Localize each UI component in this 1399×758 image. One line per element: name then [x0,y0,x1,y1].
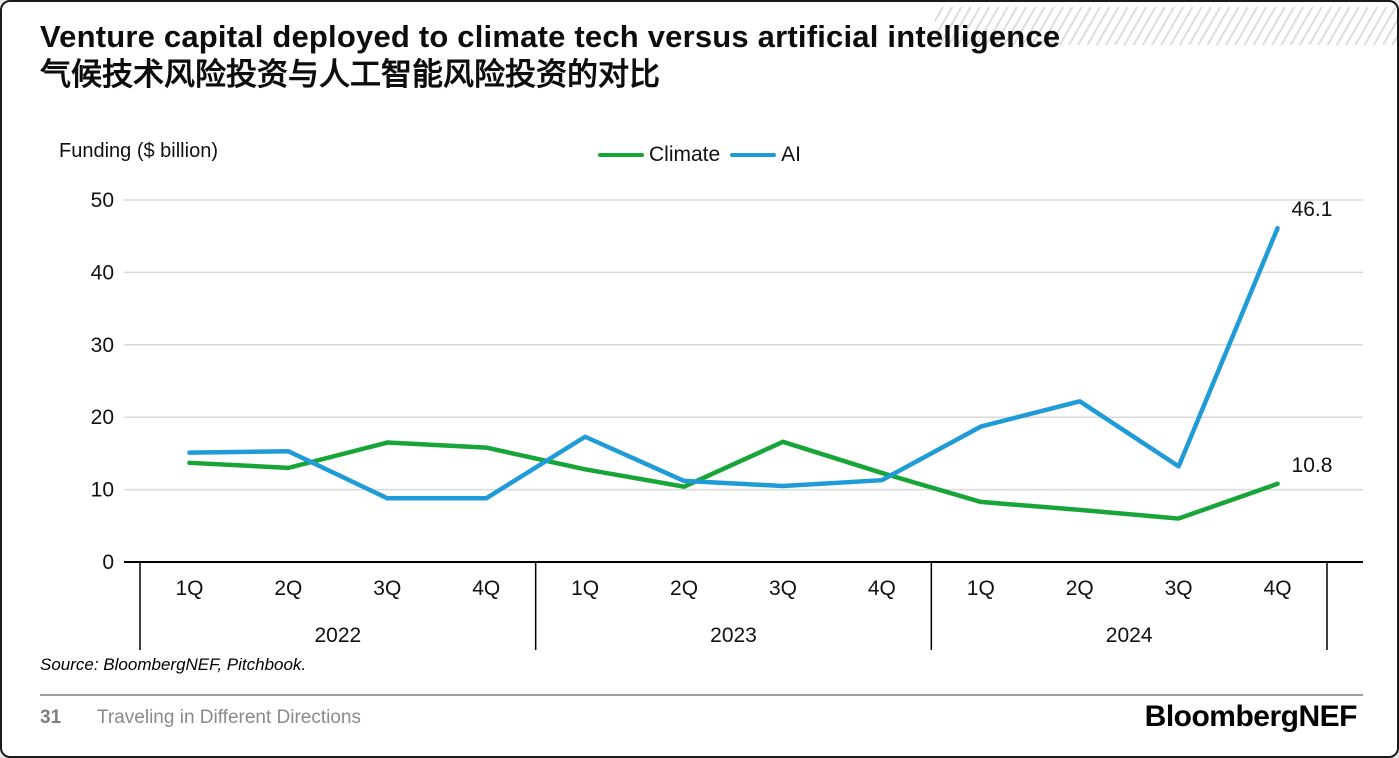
source-note: Source: BloombergNEF, Pitchbook. [40,655,307,674]
footer-divider [40,694,1363,696]
year-label: 2022 [314,624,361,647]
bloombergnef-logo: BloombergNEF [1144,700,1358,733]
x-tick-label: 4Q [472,577,500,600]
legend-label-ai: AI [781,143,802,166]
y-axis-title: Funding ($ billion) [59,140,218,162]
x-tick-label: 1Q [967,577,995,600]
x-tick-label: 4Q [1264,577,1292,600]
legend-item-climate: Climate [597,143,721,167]
y-tick-label: 0 [102,551,114,574]
x-tick-label: 2Q [274,577,302,600]
x-tick-label: 4Q [868,577,896,600]
end-label-climate: 10.8 [1292,454,1333,477]
y-tick-label: 20 [91,406,114,429]
title-block: Venture capital deployed to climate tech… [40,18,1240,95]
corner-decoration [935,7,1397,45]
x-tick-label: 3Q [1165,577,1193,600]
ai-line [187,225,1280,501]
footer-section-title: Traveling in Different Directions [97,707,361,728]
legend-item-ai: AI [730,143,801,167]
legend-label-climate: Climate [648,143,721,166]
y-tick-label: 30 [91,334,114,357]
x-tick-label: 1Q [175,577,203,600]
page-number: 31 [40,707,62,728]
page-title-chinese: 气候技术风险投资与人工智能风险投资的对比 [40,56,660,92]
y-tick-label: 40 [91,261,114,284]
climate-line [187,439,1280,521]
x-tick-label: 3Q [373,577,401,600]
year-label: 2023 [710,624,757,647]
end-label-ai: 46.1 [1292,198,1333,221]
x-tick-label: 3Q [769,577,797,600]
climate-line-swatch [597,153,644,157]
x-tick-label: 2Q [670,577,698,600]
year-label: 2024 [1106,624,1153,647]
page-title-english: Venture capital deployed to climate tech… [40,19,1061,54]
x-tick-label: 1Q [571,577,599,600]
ai-line-swatch [730,153,777,157]
y-tick-label: 10 [91,479,114,502]
chart-legend: Climate AI [2,143,1397,167]
y-tick-label: 50 [91,189,114,212]
x-tick-label: 2Q [1066,577,1094,600]
